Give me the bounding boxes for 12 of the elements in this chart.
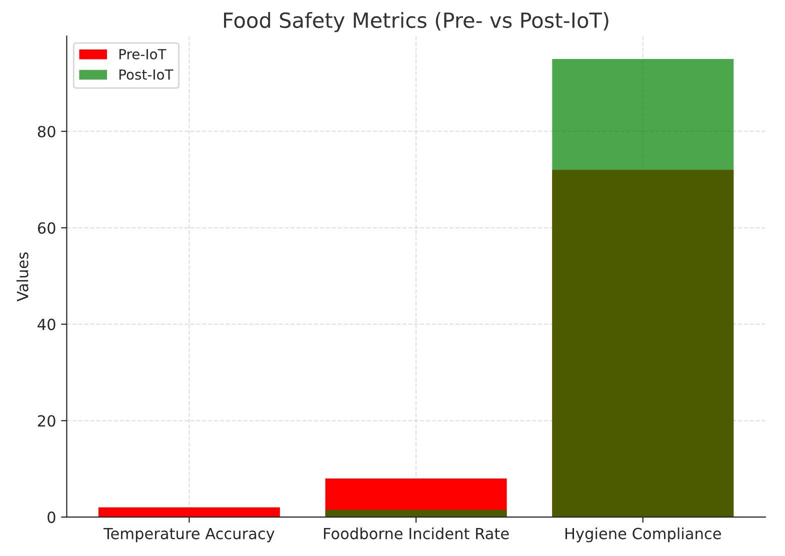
x-tick-label: Hygiene Compliance: [566, 527, 721, 542]
x-tick-label: Temperature Accuracy: [103, 528, 274, 542]
legend-label: Pre-IoT: [119, 49, 166, 60]
x-tick-label: Foodborne Incident Rate: [324, 527, 509, 540]
y-axis-title: Values: [16, 252, 28, 302]
y-tick-label: 20: [38, 415, 56, 427]
y-tick-label: 60: [38, 222, 56, 234]
y-tick-label: 40: [38, 318, 56, 330]
chart-title: Food Safety Metrics (Pre- vs Post-IoT): [224, 12, 608, 32]
y-tick-label: 0: [48, 512, 56, 524]
legend-label: Post-IoT: [119, 69, 174, 80]
y-tick-label: 80: [38, 126, 56, 138]
